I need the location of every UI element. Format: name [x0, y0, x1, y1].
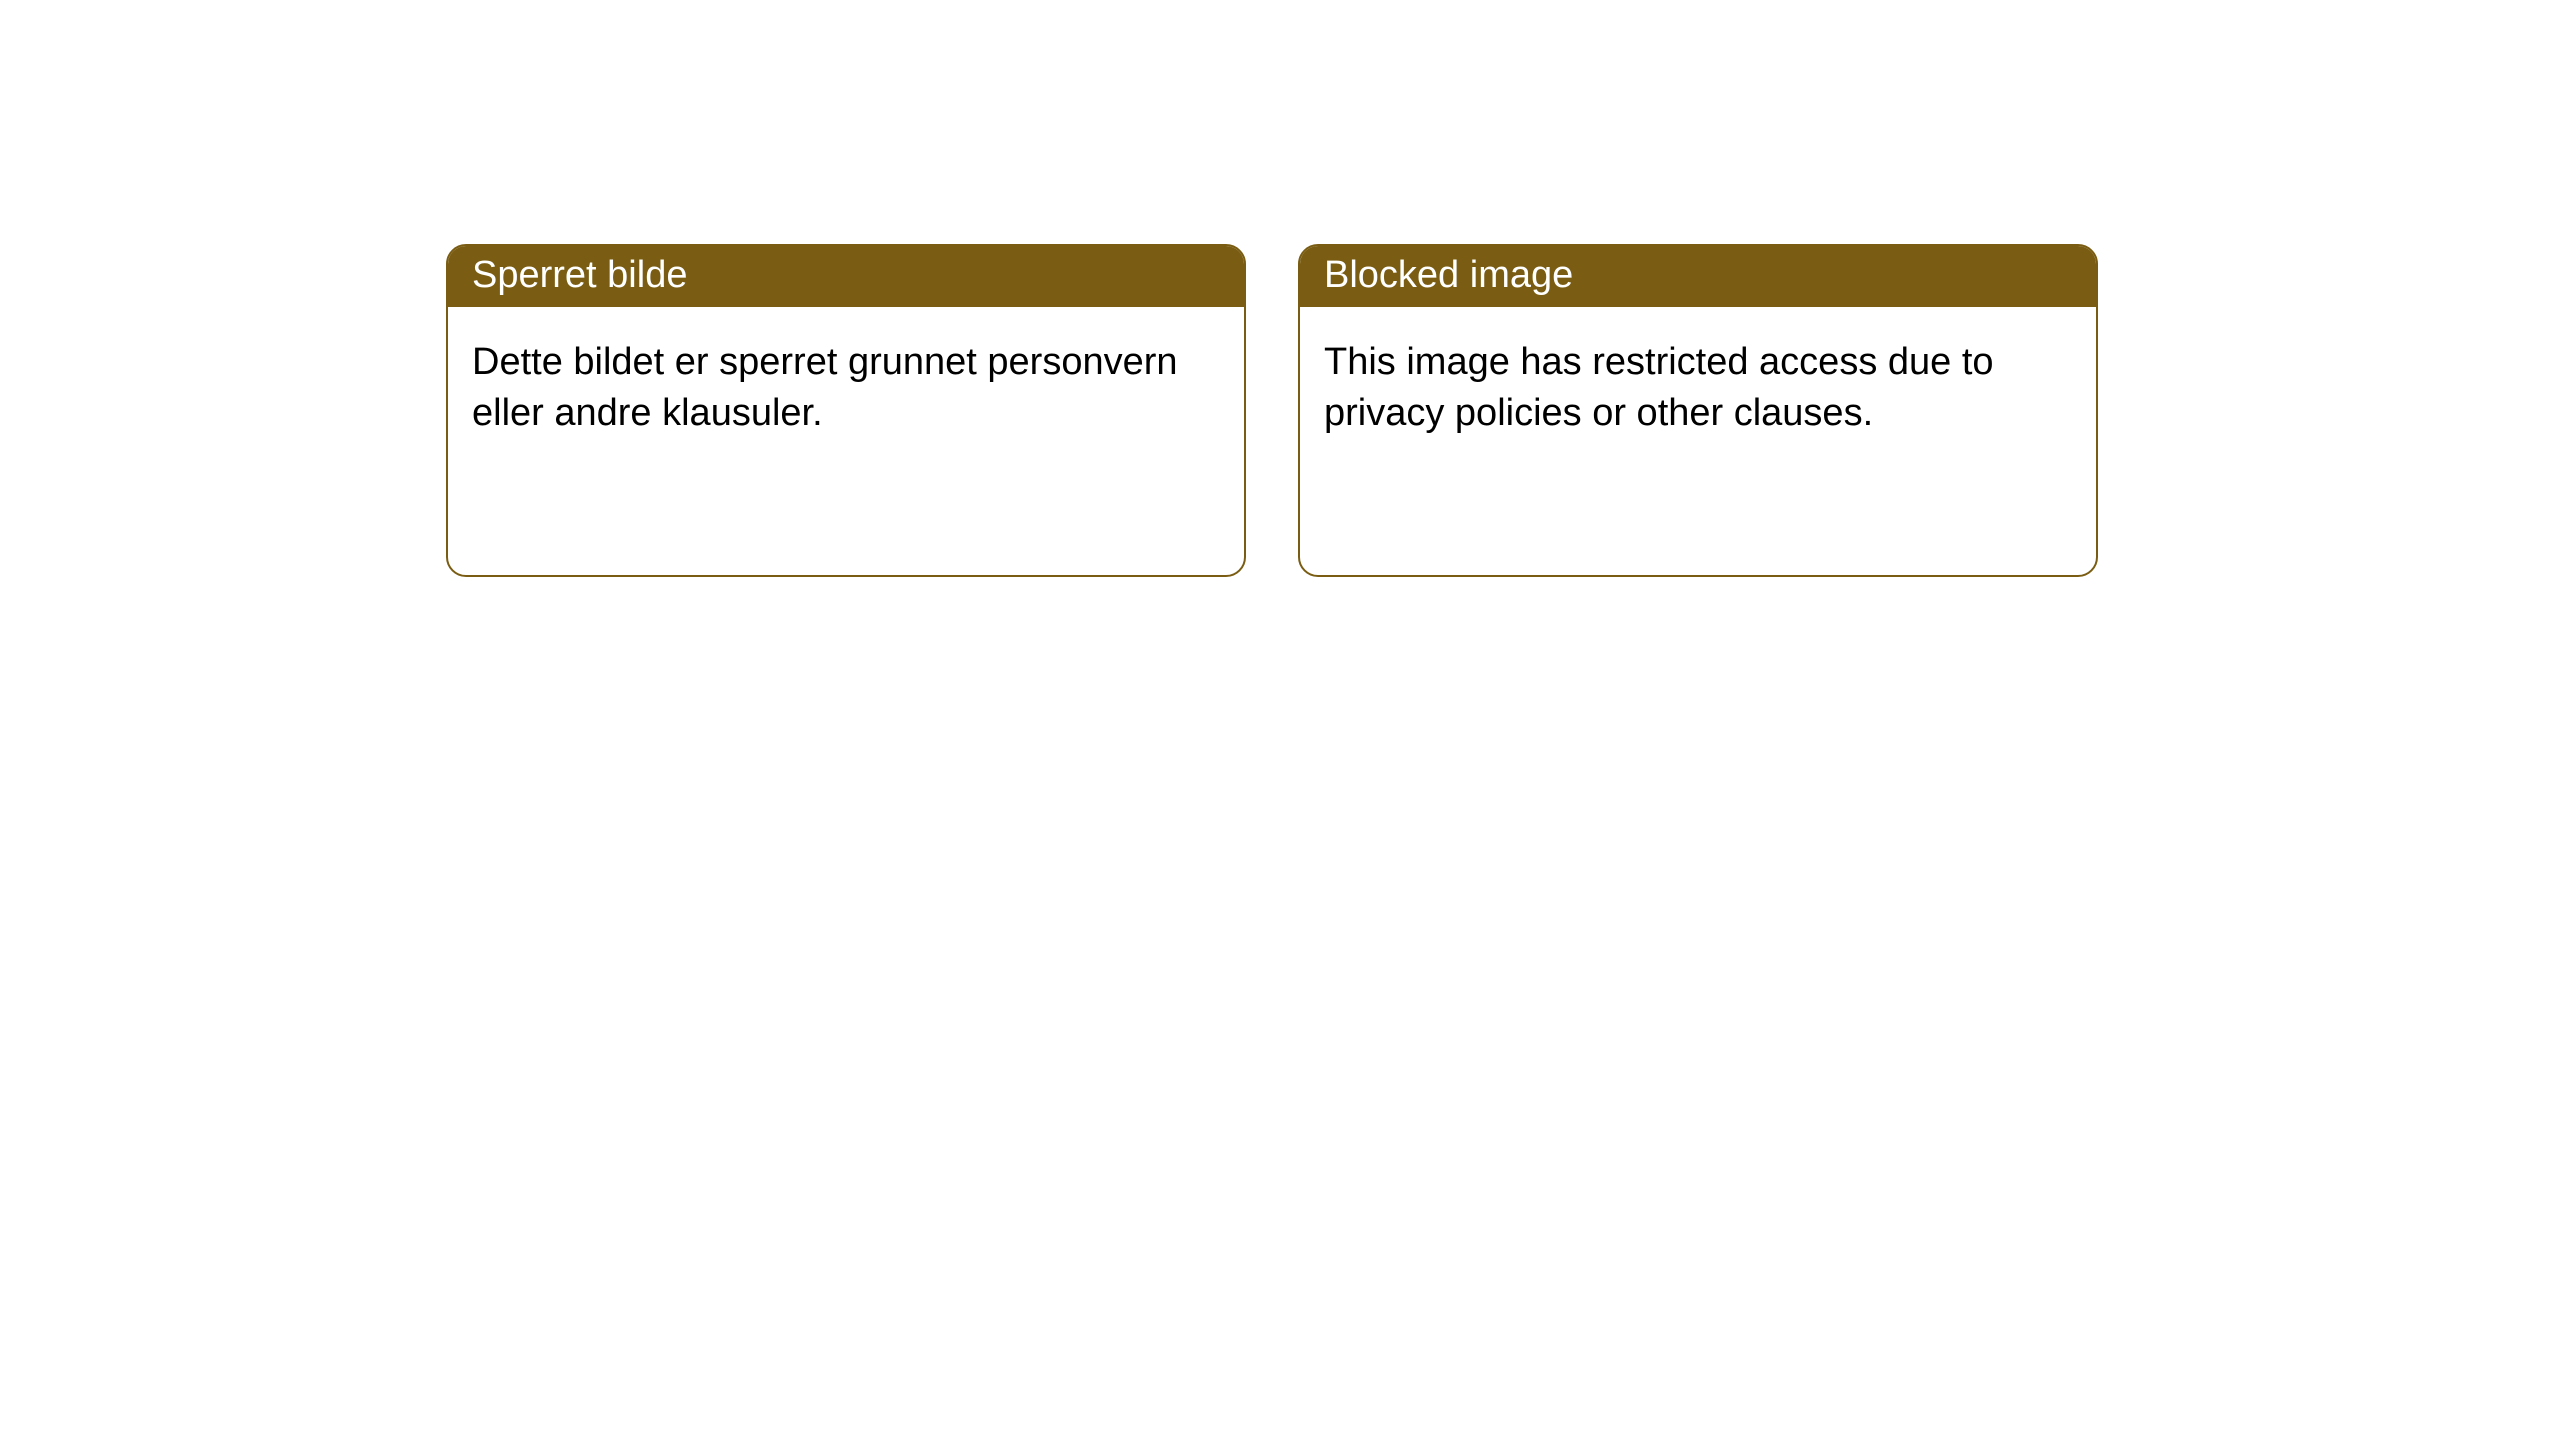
card-title: Sperret bilde	[472, 254, 687, 296]
card-body-text: Dette bildet er sperret grunnet personve…	[472, 341, 1178, 434]
card-header: Blocked image	[1300, 246, 2096, 307]
notice-card-english: Blocked image This image has restricted …	[1298, 244, 2098, 577]
card-title: Blocked image	[1324, 254, 1573, 296]
card-body-text: This image has restricted access due to …	[1324, 341, 1994, 434]
notice-container: Sperret bilde Dette bildet er sperret gr…	[0, 0, 2560, 577]
notice-card-norwegian: Sperret bilde Dette bildet er sperret gr…	[446, 244, 1246, 577]
card-body: This image has restricted access due to …	[1300, 307, 2096, 460]
card-header: Sperret bilde	[448, 246, 1244, 307]
card-body: Dette bildet er sperret grunnet personve…	[448, 307, 1244, 460]
